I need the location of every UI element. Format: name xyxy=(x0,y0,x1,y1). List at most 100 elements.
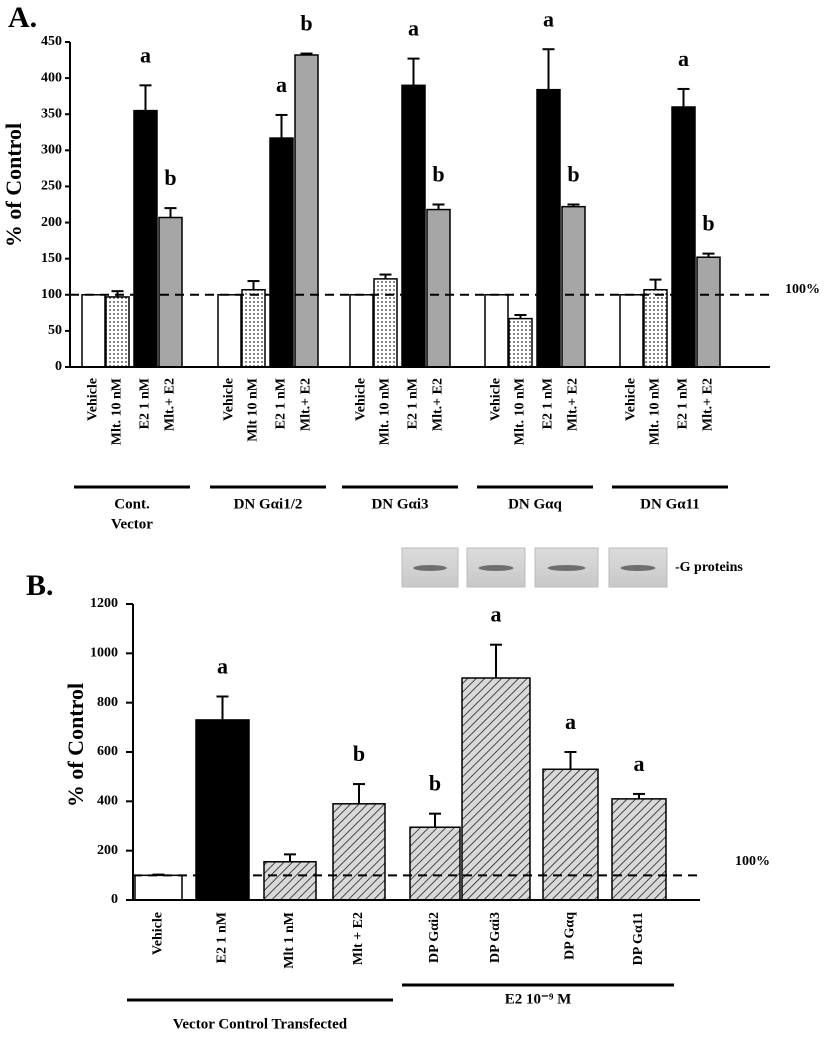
y-tick-label: 600 xyxy=(97,744,118,759)
significance-letter: a xyxy=(543,6,554,31)
bar xyxy=(105,296,130,368)
bar xyxy=(409,826,461,901)
bar xyxy=(81,294,106,368)
bar xyxy=(158,216,183,368)
x-tick-label: E2 1 nM xyxy=(138,378,153,429)
x-tick-label: Mlt.+ E2 xyxy=(701,378,716,431)
significance-letter: a xyxy=(217,654,228,679)
blot-label: -G proteins xyxy=(675,560,743,575)
x-tick-label: Mlt. 10 nM xyxy=(648,378,663,445)
bar xyxy=(133,109,158,368)
group-label: DN Gαq xyxy=(508,496,562,512)
y-tick-label: 0 xyxy=(111,892,118,907)
bar xyxy=(373,278,398,368)
blot-band xyxy=(413,565,447,571)
panel-label: B. xyxy=(26,569,54,602)
x-tick-label: Vehicle xyxy=(222,378,237,421)
x-tick-label: Vehicle xyxy=(624,378,639,421)
y-tick-label: 250 xyxy=(41,179,62,194)
significance-letter: a xyxy=(678,46,689,71)
y-axis-label: % of Control xyxy=(63,683,88,807)
x-tick-label: E2 1 nM xyxy=(541,378,556,429)
reference-label: 100% xyxy=(785,282,820,297)
significance-letter: a xyxy=(491,602,502,627)
y-tick-label: 0 xyxy=(55,359,62,374)
y-tick-label: 50 xyxy=(48,323,62,338)
y-tick-label: 350 xyxy=(41,106,62,121)
group-label: Vector Control Transfected xyxy=(173,1016,348,1032)
x-tick-label: E2 1 nM xyxy=(274,378,289,429)
x-tick-label: Vehicle xyxy=(489,378,504,421)
panel-label: A. xyxy=(8,1,37,34)
significance-letter: b xyxy=(353,741,365,766)
significance-letter: b xyxy=(429,771,441,796)
y-tick-label: 100 xyxy=(41,287,62,302)
y-tick-label: 450 xyxy=(41,34,62,49)
y-tick-label: 200 xyxy=(97,843,118,858)
y-tick-label: 300 xyxy=(41,143,62,158)
x-tick-label: E2 1 nM xyxy=(676,378,691,429)
x-tick-label: DP Gαi2 xyxy=(427,912,442,963)
bar xyxy=(561,205,586,368)
blot-band xyxy=(547,565,586,571)
bar xyxy=(263,861,317,901)
x-tick-label: Vehicle xyxy=(86,378,101,421)
bar xyxy=(461,677,531,901)
group-label: DN Gα11 xyxy=(640,496,700,512)
significance-letter: a xyxy=(276,72,287,97)
bar xyxy=(269,137,294,368)
significance-letter: b xyxy=(702,211,714,236)
significance-letter: a xyxy=(634,751,645,776)
y-tick-label: 1200 xyxy=(90,596,118,611)
significance-letter: a xyxy=(408,16,419,41)
bar xyxy=(508,317,533,368)
y-tick-label: 400 xyxy=(41,70,62,85)
y-tick-label: 150 xyxy=(41,251,62,266)
bar xyxy=(542,768,599,901)
bar xyxy=(241,288,266,368)
x-tick-label: Mlt.+ E2 xyxy=(163,378,178,431)
group-label: Cont. xyxy=(114,496,150,512)
y-tick-label: 200 xyxy=(41,215,62,230)
bar xyxy=(134,874,183,901)
group-label: DN Gαi3 xyxy=(371,496,428,512)
group-label: Vector xyxy=(111,516,153,532)
bar xyxy=(195,719,250,901)
x-tick-label: Mlt. 10 nM xyxy=(110,378,125,445)
blot-band xyxy=(478,565,514,571)
x-tick-label: Vehicle xyxy=(151,912,166,955)
group-label: E2 10⁻⁹ M xyxy=(505,991,572,1007)
bar xyxy=(217,294,242,368)
group-label: DN Gαi1/2 xyxy=(234,496,303,512)
significance-letter: a xyxy=(565,709,576,734)
x-tick-label: Mlt. 10 nM xyxy=(378,378,393,445)
x-tick-label: Mlt. 10 nM xyxy=(513,378,528,445)
x-tick-label: Vehicle xyxy=(354,378,369,421)
x-tick-label: E2 1 nM xyxy=(215,912,230,963)
x-tick-label: DP Gαi3 xyxy=(488,912,503,963)
y-tick-label: 400 xyxy=(97,794,118,809)
bar xyxy=(643,288,668,368)
bar xyxy=(332,803,386,901)
x-tick-label: Mlt.+ E2 xyxy=(566,378,581,431)
blot-band xyxy=(620,565,656,571)
x-tick-label: Mlt.+ E2 xyxy=(431,378,446,431)
x-tick-label: Mlt 10 nM xyxy=(246,378,261,442)
bar xyxy=(294,54,319,368)
x-tick-label: E2 1 nM xyxy=(406,378,421,429)
x-tick-label: Mlt.+ E2 xyxy=(299,378,314,431)
x-tick-label: Mlt + E2 xyxy=(351,912,366,965)
x-tick-label: Mlt 1 nM xyxy=(282,912,297,969)
significance-letter: a xyxy=(140,42,151,67)
y-axis-label: % of Control xyxy=(1,123,26,247)
significance-letter: b xyxy=(567,162,579,187)
bar xyxy=(671,106,696,368)
x-tick-label: DP Gαq xyxy=(563,912,578,960)
significance-letter: b xyxy=(432,162,444,187)
bar xyxy=(696,256,721,368)
bar xyxy=(611,798,667,901)
bar xyxy=(349,294,374,368)
reference-label: 100% xyxy=(735,854,770,869)
bar xyxy=(536,88,561,368)
